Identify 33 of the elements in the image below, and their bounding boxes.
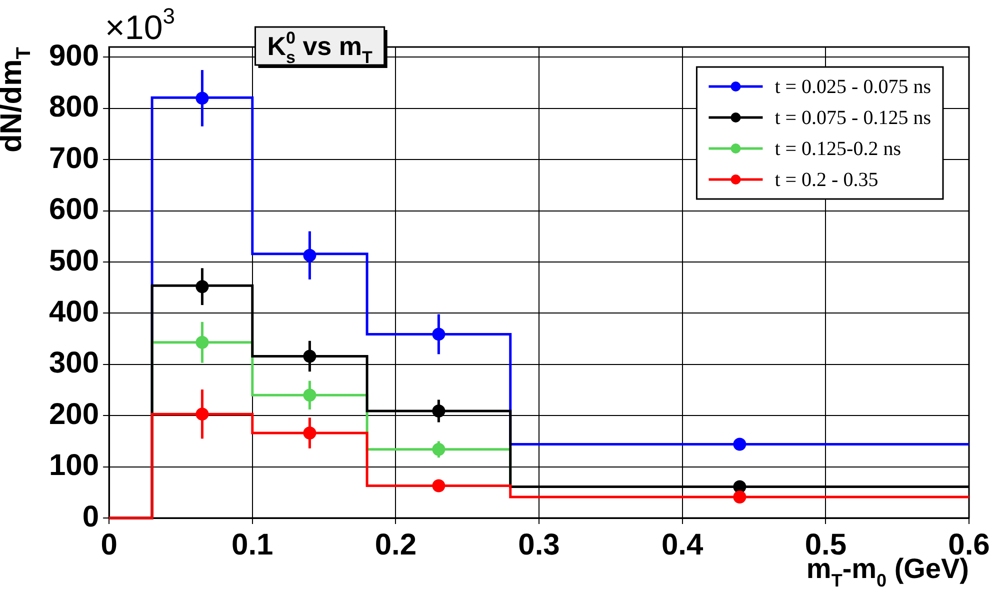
legend-label: t = 0.125-0.2 ns	[774, 138, 902, 160]
point	[303, 426, 316, 440]
y-tick-label: 300	[48, 346, 100, 380]
point	[303, 248, 316, 262]
y-tick-label: 600	[48, 193, 100, 226]
y-tick-label: 900	[48, 40, 100, 73]
legend-label: t = 0.025 - 0.075 ns	[774, 76, 932, 98]
legend-label: t = 0.2 - 0.35	[774, 168, 878, 191]
point	[432, 442, 446, 456]
point	[196, 92, 209, 105]
y-tick-label: 800	[48, 90, 100, 124]
point	[432, 328, 446, 341]
x-tick-label: 0.3	[518, 528, 560, 562]
y-tick-label: 700	[48, 142, 100, 175]
point	[432, 479, 446, 492]
x-tick-label: 0.2	[374, 528, 417, 562]
point	[196, 336, 209, 349]
x-tick-label: 0.4	[661, 528, 704, 562]
point	[432, 404, 446, 418]
point	[733, 490, 746, 504]
y-tick-label: 100	[48, 449, 100, 482]
x-tick-label: 0.1	[232, 528, 274, 562]
legend-label: t = 0.075 - 0.125 ns	[774, 106, 932, 129]
point	[303, 350, 316, 363]
point	[196, 408, 209, 421]
x-tick-label: 0.5	[804, 528, 847, 562]
y-tick-label: 0	[82, 500, 100, 534]
point	[196, 280, 209, 294]
point	[733, 438, 746, 451]
y-tick-label: 500	[48, 244, 100, 278]
y-tick-label: 200	[48, 398, 100, 431]
y-tick-label: 400	[48, 295, 100, 328]
point	[303, 388, 316, 402]
